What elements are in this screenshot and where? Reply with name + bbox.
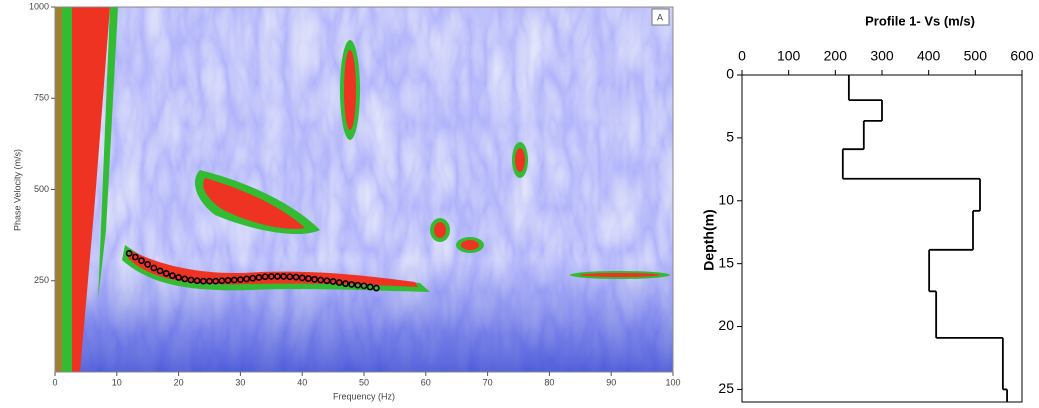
dispersion-image (55, 7, 673, 372)
x-tick-label: 0 (52, 377, 57, 387)
picked-point (187, 276, 195, 284)
picked-point (348, 280, 356, 288)
picked-point (342, 280, 349, 288)
y-axis-label: Phase Velocity (m/s) (12, 149, 22, 231)
picked-point (286, 273, 294, 281)
picked-point (298, 274, 306, 282)
picked-point (366, 283, 374, 291)
chart-title: Profile 1- Vs (m/s) (865, 13, 975, 28)
picked-point (212, 277, 220, 285)
x-axis-label: Frequency (Hz) (333, 391, 395, 401)
x-tick-label: 600 (1010, 48, 1034, 64)
x-tick-label: 80 (544, 377, 554, 387)
y-tick-label: 5 (726, 129, 734, 145)
picked-point (218, 277, 226, 285)
picked-point (193, 277, 201, 285)
x-tick-label: 200 (824, 48, 848, 64)
x-tick-label: 70 (483, 377, 493, 387)
picked-point (311, 275, 318, 283)
x-tick-label: 0 (738, 48, 746, 64)
picked-point (138, 257, 145, 265)
y-tick-label: 25 (718, 380, 734, 396)
picked-point (329, 278, 337, 285)
panel-label-box (651, 8, 670, 26)
y-tick-label: 1000 (29, 1, 49, 11)
y-tick-label: 250 (34, 275, 49, 285)
picked-point (181, 275, 189, 283)
picked-point (199, 277, 207, 285)
picked-point (224, 276, 232, 284)
picked-point (292, 273, 300, 281)
picked-point (261, 273, 269, 281)
y-tick-label: 15 (718, 254, 734, 270)
picked-point (335, 279, 343, 286)
picked-point (280, 272, 288, 280)
picked-point (317, 276, 325, 284)
x-tick-label: 300 (870, 48, 894, 64)
x-tick-label: 10 (112, 377, 122, 387)
y-tick-label: 10 (718, 191, 734, 207)
picked-point (144, 260, 152, 268)
picked-point (175, 274, 182, 281)
picked-point (354, 281, 362, 289)
picked-point (243, 275, 250, 283)
picked-point (125, 249, 133, 257)
y-axis-label: Depth(m) (701, 209, 717, 270)
x-tick-label: 100 (777, 48, 801, 64)
y-tick-label: 750 (34, 93, 49, 103)
picked-point (372, 284, 380, 292)
picked-point (169, 272, 176, 280)
x-tick-label: 100 (665, 377, 680, 387)
picked-point (230, 276, 238, 284)
picked-point (360, 282, 368, 290)
x-tick-label: 90 (606, 377, 616, 387)
y-tick-label: 20 (718, 317, 734, 333)
picked-point (274, 272, 281, 280)
picked-point (131, 253, 139, 261)
y-tick-label: 500 (34, 184, 49, 194)
picked-point (236, 276, 244, 284)
picked-point (162, 270, 170, 277)
x-tick-label: 60 (421, 377, 431, 387)
picked-point (304, 275, 312, 282)
x-tick-label: 30 (235, 377, 245, 387)
plot-frame (741, 74, 1023, 403)
y-tick-label: 0 (726, 66, 734, 82)
x-tick-label: 40 (297, 377, 307, 387)
picked-point (255, 274, 263, 281)
x-tick-label: 50 (359, 377, 369, 387)
picked-point (156, 267, 164, 275)
picked-point (249, 274, 257, 282)
x-tick-label: 400 (917, 48, 941, 64)
panel-label: A (657, 12, 663, 22)
picked-point (323, 277, 331, 285)
picked-point (206, 277, 213, 285)
x-tick-label: 20 (174, 377, 184, 387)
picked-point (150, 264, 158, 272)
x-tick-label: 500 (964, 48, 988, 64)
picked-point (267, 272, 275, 280)
